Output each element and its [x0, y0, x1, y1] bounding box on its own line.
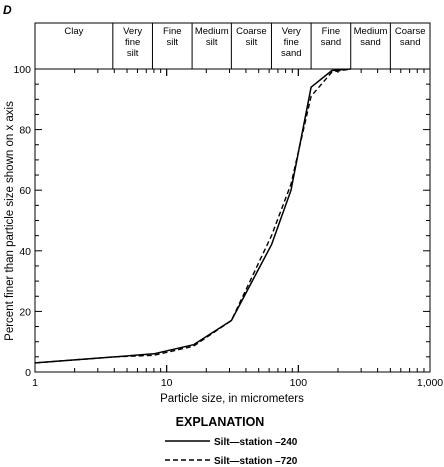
series-line-1	[34, 68, 351, 364]
x-tick-label: 10	[161, 377, 173, 389]
y-tick-label: 0	[25, 367, 31, 379]
size-class-label: sand	[281, 48, 302, 59]
y-tick-label: 80	[19, 125, 31, 137]
panel-letter: D	[3, 3, 12, 17]
size-class-label: silt	[246, 37, 258, 48]
y-axis-label: Percent finer than particle size shown o…	[4, 101, 16, 341]
explanation-title: EXPLANATION	[176, 415, 265, 429]
plot-frame	[34, 68, 431, 373]
size-class-label: Very	[282, 26, 301, 37]
x-tick-label: 1,000	[417, 377, 443, 389]
size-class-label: silt	[206, 37, 218, 48]
x-tick-label: 1	[32, 377, 38, 389]
series-lines	[34, 68, 351, 364]
size-class-label: sand	[360, 37, 381, 48]
y-tick-label: 40	[19, 246, 31, 258]
y-tick-label: 60	[19, 185, 31, 197]
size-class-label: silt	[166, 37, 178, 48]
size-class-label: Clay	[64, 26, 83, 37]
size-class-label: fine	[284, 37, 299, 48]
x-tick-label: 100	[290, 377, 308, 389]
size-class-header: Clay VeryfinesiltFinesiltMediumsiltCoarse…	[34, 22, 431, 70]
y-tick-label: 100	[13, 64, 31, 76]
size-class-label: Medium	[195, 26, 229, 37]
size-class-label: Coarse	[236, 26, 267, 37]
x-axis-label: Particle size, in micrometers	[160, 393, 304, 405]
y-axis-ticks: 0 20 40 60 80 100	[13, 64, 430, 379]
size-class-label: Coarse	[395, 26, 426, 37]
legend-label-2: Silt—station –720	[214, 456, 298, 467]
size-class-label: Fine	[163, 26, 181, 37]
size-class-label: fine	[125, 37, 140, 48]
legend-label-1: Silt—station –240	[214, 437, 298, 448]
y-tick-label: 20	[19, 306, 31, 318]
series-line-2	[34, 68, 351, 364]
size-class-label: Very	[123, 26, 142, 37]
size-class-label: sand	[400, 37, 421, 48]
size-class-label: sand	[321, 37, 342, 48]
size-class-label: Medium	[354, 26, 388, 37]
size-class-label: silt	[127, 48, 139, 59]
x-axis-ticks: 1 10 100 1,000	[32, 69, 443, 389]
size-class-label: Fine	[322, 26, 340, 37]
legend: Silt—station –240 Silt—station –720	[165, 437, 298, 467]
